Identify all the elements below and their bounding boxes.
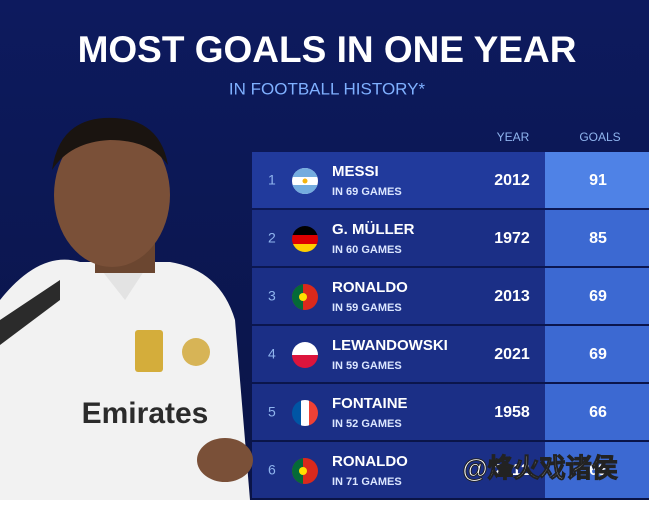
- rank: 1: [268, 172, 276, 188]
- subtitle: IN FOOTBALL HISTORY*: [229, 79, 426, 98]
- shirt-logo: Emirates: [82, 397, 209, 430]
- watermark: @烽火戏诸侯: [462, 453, 617, 483]
- games: IN 59 GAMES: [332, 360, 402, 372]
- rank: 3: [268, 288, 276, 304]
- games: IN 69 GAMES: [332, 186, 402, 198]
- year: 1972: [494, 230, 530, 247]
- goals-cell: [545, 442, 649, 498]
- goals: 69: [589, 288, 607, 305]
- player-name: MESSI: [332, 163, 379, 180]
- rank: 2: [268, 230, 276, 246]
- flag: [292, 342, 318, 368]
- player-name: FONTAINE: [332, 395, 408, 412]
- rank: 4: [268, 346, 276, 362]
- rank: 5: [268, 404, 276, 420]
- games: IN 52 GAMES: [332, 418, 402, 430]
- year: 2012: [494, 172, 530, 189]
- title: MOST GOALS IN ONE YEAR: [78, 29, 577, 70]
- year: 1958: [494, 404, 530, 421]
- goals: 91: [589, 172, 607, 189]
- goals-cell: [545, 152, 649, 208]
- goals: 66: [589, 404, 607, 421]
- player-name: G. MÜLLER: [332, 221, 415, 238]
- goals: 69: [589, 346, 607, 363]
- player-name: RONALDO: [332, 453, 408, 470]
- games: IN 71 GAMES: [332, 476, 402, 488]
- column-header: YEAR: [497, 130, 530, 144]
- year: 2012: [494, 462, 530, 479]
- player-name: RONALDO: [332, 279, 408, 296]
- rank: 6: [268, 462, 276, 478]
- goals-cell: [545, 268, 649, 324]
- year: 2013: [494, 288, 530, 305]
- games: IN 60 GAMES: [332, 244, 402, 256]
- goals: 85: [589, 230, 607, 247]
- column-header: GOALS: [579, 130, 620, 144]
- flag: [292, 400, 318, 426]
- flag: [292, 458, 318, 484]
- games: IN 59 GAMES: [332, 302, 402, 314]
- goals-cell: [545, 384, 649, 440]
- year: 2021: [494, 346, 530, 363]
- flag: [292, 226, 318, 252]
- goals: 63: [589, 462, 607, 479]
- table: 1 MESSI IN 69 GAMES 2012 91 2 G. MÜLLER IN 60 G…: [252, 152, 649, 498]
- goals-cell: [545, 210, 649, 266]
- player-photo: Emirates: [0, 117, 253, 500]
- player-name: LEWANDOWSKI: [332, 337, 448, 354]
- flag: [292, 168, 318, 194]
- flag: [292, 284, 318, 310]
- goals-cell: [545, 326, 649, 382]
